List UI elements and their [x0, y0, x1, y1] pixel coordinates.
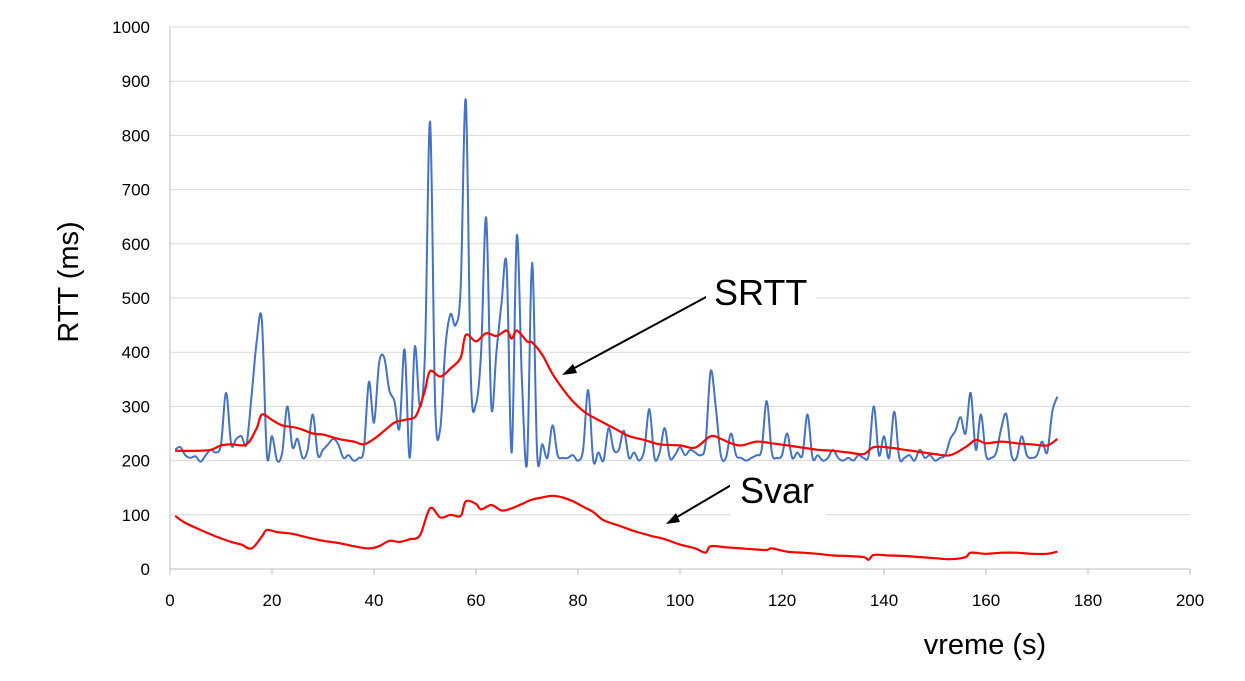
srtt-arrowhead	[562, 364, 577, 375]
axes	[169, 27, 1191, 575]
x-tick-label: 0	[165, 591, 174, 610]
svar-annotation-label: Svar	[740, 470, 814, 511]
x-tick-label: 40	[365, 591, 384, 610]
svar-series-line	[174, 494, 1058, 561]
x-tick-labels: 0 20 40 60 80 100 120 140 160 180 200	[165, 591, 1204, 610]
svar-arrowhead	[666, 513, 680, 524]
y-tick-label: 300	[122, 397, 150, 416]
srtt-label-bg	[706, 266, 816, 312]
y-tick-label: 900	[122, 72, 150, 91]
srtt-annotation-label: SRTT	[714, 272, 807, 313]
y-tick-label: 0	[141, 560, 150, 579]
srtt-annotation-arrow	[566, 295, 709, 373]
y-tick-labels: 0 100 200 300 400 500 600 700 800 900 1000	[112, 18, 150, 579]
x-tick-label: 60	[467, 591, 486, 610]
y-tick-label: 800	[122, 126, 150, 145]
svar-label-bg	[730, 462, 826, 516]
y-tick-label: 1000	[112, 18, 150, 37]
x-tick-label: 200	[1176, 591, 1204, 610]
gridlines	[170, 26, 1190, 516]
srtt-series-line	[175, 329, 1059, 457]
svar-annotation-arrow	[671, 483, 734, 521]
svar-annotation: Svar	[666, 462, 826, 524]
y-tick-label: 500	[122, 289, 150, 308]
x-tick-label: 20	[263, 591, 282, 610]
y-tick-label: 400	[122, 343, 150, 362]
x-tick-label: 80	[569, 591, 588, 610]
x-tick-label: 120	[768, 591, 796, 610]
y-tick-label: 100	[122, 506, 150, 525]
y-tick-label: 700	[122, 181, 150, 200]
rtt-series-line	[174, 98, 1059, 468]
y-tick-label: 200	[122, 452, 150, 471]
y-axis-title: RTT (ms)	[53, 221, 85, 342]
srtt-annotation: SRTT	[562, 266, 816, 375]
x-tick-label: 160	[972, 591, 1000, 610]
x-tick-label: 180	[1074, 591, 1102, 610]
y-tick-label: 600	[122, 235, 150, 254]
x-tick-label: 140	[870, 591, 898, 610]
series-lines	[174, 98, 1059, 561]
x-tick-label: 100	[666, 591, 694, 610]
x-axis-title: vreme (s)	[924, 629, 1046, 661]
